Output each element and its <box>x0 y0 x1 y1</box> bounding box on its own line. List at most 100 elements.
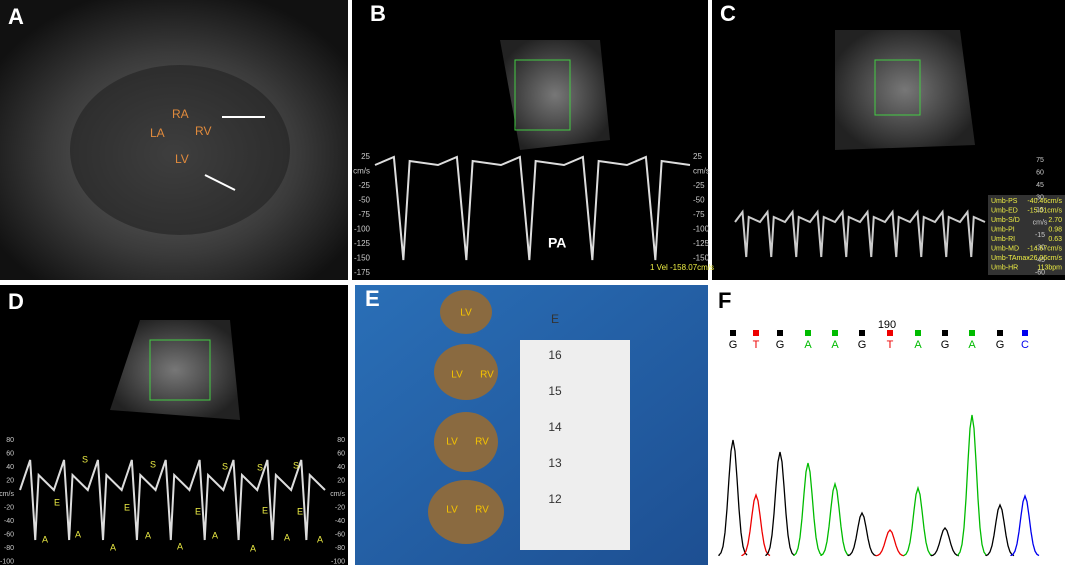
base: G <box>941 339 950 351</box>
label: PA <box>548 235 566 251</box>
trace-peak <box>903 485 933 557</box>
panel-label: F <box>718 288 731 313</box>
axis-label: -80 <box>4 545 14 552</box>
ruler-number: 13 <box>548 456 562 470</box>
axis-label: -25 <box>693 181 705 190</box>
base-marker <box>997 330 1003 336</box>
wave-label: A <box>110 542 116 552</box>
axis-label: -125 <box>693 239 710 248</box>
wave-label: S <box>222 461 228 471</box>
doppler-wave <box>19 459 326 541</box>
ruler-card <box>520 340 630 550</box>
axis-label: -20 <box>335 504 345 511</box>
axis-label: 15 <box>1036 207 1044 214</box>
trace-peak <box>985 503 1015 557</box>
trace-peak <box>741 493 771 557</box>
axis-label: cm/s <box>330 491 345 498</box>
measure-name: Umb-PI <box>991 226 1015 233</box>
ruler-number: 15 <box>548 384 562 398</box>
axis-label: -150 <box>693 254 710 263</box>
slice-label: RV <box>480 370 494 381</box>
measure-value: -15.01cm/s <box>1027 207 1062 214</box>
base: T <box>753 339 760 351</box>
base: A <box>804 339 812 351</box>
base: A <box>968 339 976 351</box>
axis-label: 75 <box>1036 157 1044 164</box>
roi <box>514 59 571 131</box>
base: G <box>729 339 738 351</box>
wave-label: A <box>75 529 81 539</box>
sector <box>110 320 240 420</box>
panel-label: C <box>720 1 736 26</box>
axis-label: 25 <box>361 152 370 161</box>
base-marker <box>1022 330 1028 336</box>
axis-label: -50 <box>693 196 705 205</box>
wave-label: E <box>195 506 201 516</box>
doppler-wave <box>374 155 691 261</box>
measure-box <box>988 195 1065 275</box>
measure-value: -26.06cm/s <box>1027 255 1062 262</box>
arrow <box>204 174 236 191</box>
wave-label: E <box>262 505 268 515</box>
base: G <box>858 339 867 351</box>
base: G <box>776 339 785 351</box>
base-marker <box>887 330 893 336</box>
measure-name: Umb-HR <box>991 264 1018 271</box>
trace-peak <box>957 414 987 556</box>
measure-value: -14.67cm/s <box>1027 245 1062 252</box>
position: 190 <box>878 319 896 331</box>
axis-label: 30 <box>1036 194 1044 201</box>
measure-value: -40.46cm/s <box>1027 198 1062 205</box>
axis-label: 25 <box>693 152 702 161</box>
axis-label: cm/s <box>353 167 370 176</box>
axis-label: -175 <box>354 268 371 277</box>
base-marker <box>969 330 975 336</box>
roi <box>149 339 211 401</box>
axis-label: -50 <box>358 196 370 205</box>
wave-label: E <box>54 497 60 507</box>
ruler-number: 12 <box>548 492 562 506</box>
ruler-number: 16 <box>548 348 562 362</box>
axis-label: 80 <box>337 437 345 444</box>
axis-label: 20 <box>6 477 14 484</box>
wave-label: A <box>145 530 151 540</box>
ruler-number: 14 <box>548 420 562 434</box>
measure-value: 0.63 <box>1048 236 1062 243</box>
wave-label: E <box>124 502 130 512</box>
axis-label: -25 <box>358 181 370 190</box>
base: C <box>1021 339 1029 351</box>
roi <box>874 59 921 116</box>
measure-name: Umb-PS <box>991 198 1018 205</box>
axis-label: -100 <box>693 225 710 234</box>
axis-label: -125 <box>354 239 371 248</box>
wave-label: A <box>177 541 183 551</box>
ruler-number: E <box>551 312 559 326</box>
axis-label: -40 <box>4 518 14 525</box>
base-marker <box>915 330 921 336</box>
label: LA <box>150 126 165 140</box>
wave-label: S <box>293 460 299 470</box>
base: A <box>914 339 922 351</box>
base-marker <box>730 330 736 336</box>
axis-label: -60 <box>1035 269 1045 276</box>
wave-label: S <box>150 459 156 469</box>
measure-value: 0.98 <box>1048 226 1062 233</box>
measure-name: Umb-ED <box>991 207 1018 214</box>
axis-label: 45 <box>1036 182 1044 189</box>
base: G <box>996 339 1005 351</box>
measure-name: Umb-S/D <box>991 217 1020 224</box>
trace-peak <box>793 462 823 556</box>
base: A <box>831 339 839 351</box>
axis-label: 60 <box>6 450 14 457</box>
axis-label: -75 <box>358 210 370 219</box>
axis-label: -60 <box>335 531 345 538</box>
panel-label: E <box>365 286 380 311</box>
base: T <box>887 339 894 351</box>
base-marker <box>753 330 759 336</box>
wave-label: A <box>250 543 256 553</box>
label: LV <box>175 152 189 166</box>
label: RA <box>172 107 189 121</box>
axis-label: -20 <box>4 504 14 511</box>
sector <box>835 30 975 150</box>
axis-label: -80 <box>335 545 345 552</box>
